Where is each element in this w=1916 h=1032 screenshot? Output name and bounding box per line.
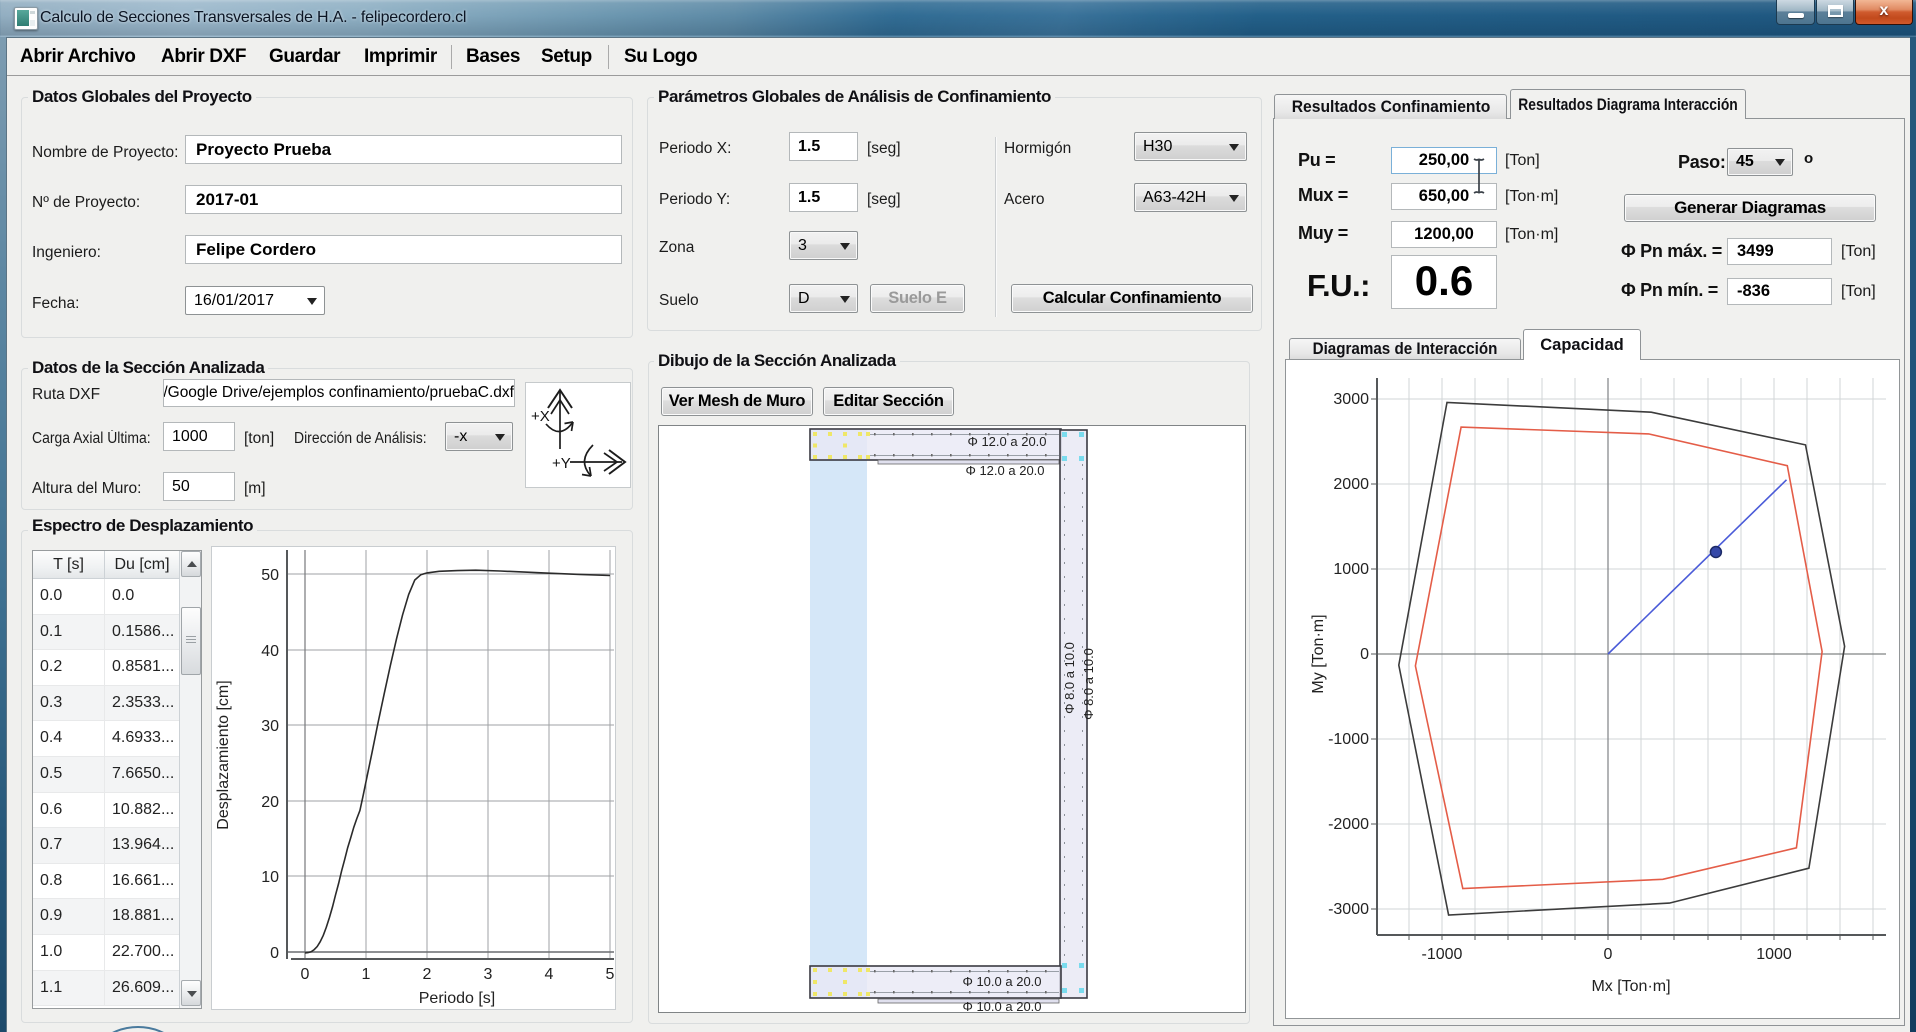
svg-text:2000: 2000 [1333,476,1369,493]
svg-text:40: 40 [261,643,279,660]
svg-text:Φ 12.0 a 20.0: Φ 12.0 a 20.0 [965,463,1044,478]
svg-text:-3000: -3000 [1328,901,1369,918]
svg-text:1000: 1000 [1333,561,1369,578]
svg-text:Φ 8.0 a 10.0: Φ 8.0 a 10.0 [1081,648,1096,720]
svg-text:+Y: +Y [552,455,571,472]
svg-text:Mx [Ton·m]: Mx [Ton·m] [1591,978,1670,995]
svg-text:Desplazamiento [cm]: Desplazamiento [cm] [215,680,232,829]
svg-text:Φ 8.0 a 10.0: Φ 8.0 a 10.0 [1062,642,1077,714]
svg-text:-2000: -2000 [1328,816,1369,833]
svg-text:-1000: -1000 [1328,731,1369,748]
svg-text:30: 30 [261,718,279,735]
svg-text:0: 0 [270,945,279,962]
svg-text:-1000: -1000 [1422,946,1463,963]
svg-text:20: 20 [261,794,279,811]
svg-text:0: 0 [301,966,310,983]
svg-text:1000: 1000 [1756,946,1792,963]
svg-text:0: 0 [1604,946,1613,963]
svg-text:+X: +X [531,408,550,425]
svg-text:3: 3 [484,966,493,983]
svg-text:4: 4 [545,966,554,983]
svg-text:3000: 3000 [1333,391,1369,408]
svg-text:50: 50 [261,567,279,584]
svg-text:Φ 10.0 a 20.0: Φ 10.0 a 20.0 [962,999,1041,1012]
svg-text:Φ 12.0 a 20.0: Φ 12.0 a 20.0 [967,434,1046,449]
svg-text:My [Ton·m]: My [Ton·m] [1310,614,1327,693]
svg-text:Periodo [s]: Periodo [s] [419,990,495,1007]
svg-text:0: 0 [1360,646,1369,663]
svg-text:5: 5 [606,966,615,983]
svg-text:2: 2 [423,966,432,983]
svg-text:Φ 10.0 a 20.0: Φ 10.0 a 20.0 [962,974,1041,989]
svg-text:10: 10 [261,869,279,886]
svg-text:1: 1 [362,966,371,983]
